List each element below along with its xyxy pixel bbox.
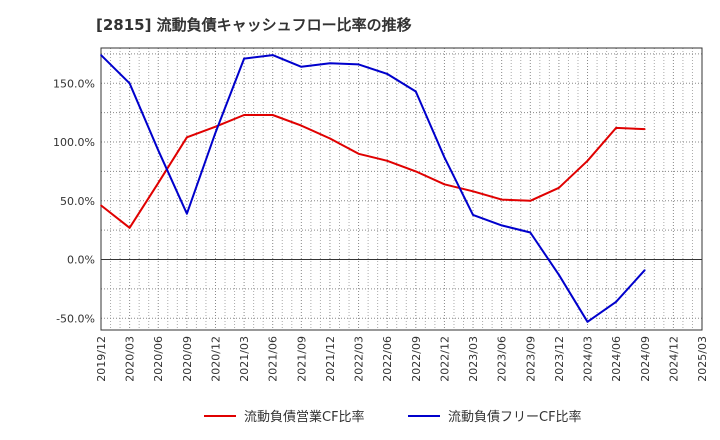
series-2-point [443,156,446,159]
series-1-point [529,199,532,202]
x-tick-label: 2025/03 [696,336,709,382]
x-tick-label: 2019/12 [95,336,108,382]
x-tick-label: 2022/09 [410,336,423,382]
x-tick-label: 2024/09 [639,336,652,382]
y-tick-label: 0.0% [67,254,95,267]
series-1-point [100,204,102,207]
x-tick-label: 2022/06 [381,336,394,382]
series-2-point [558,273,560,276]
series-2-point [615,301,617,303]
x-tick-label: 2023/09 [524,336,537,382]
x-tick-label: 2024/03 [582,336,595,382]
x-tick-label: 2023/03 [467,336,480,382]
series-1-point [271,114,274,116]
series-2-point [128,82,131,85]
series-2-point [500,224,503,227]
series-2-point [300,66,303,68]
x-tick-label: 2020/09 [181,336,194,382]
legend-label-2: 流動負債フリーCF比率 [448,409,582,425]
series-2-point [643,269,646,271]
series-2-point [529,231,532,234]
series-1-point [300,124,303,127]
series-1-point [443,183,446,186]
series-1-point [157,182,160,184]
series-1-point [615,127,617,129]
chart-title: [2815] 流動負債キャッシュフロー比率の推移 [96,16,412,34]
series-2-point [100,54,102,56]
series-1-point [500,198,503,201]
series-1-point [214,125,217,128]
series-2-point [271,54,274,56]
x-tick-label: 2020/03 [124,336,137,382]
x-tick-label: 2022/03 [353,336,366,382]
plot-area [101,48,702,330]
series-1-point [558,187,560,189]
x-tick-label: 2021/06 [267,336,280,382]
x-tick-label: 2024/06 [610,336,623,382]
y-tick-label: 50.0% [60,195,95,208]
series-2-point [243,57,245,60]
series-2-point [472,214,474,216]
series-2-point [586,320,589,323]
series-1-point [586,160,589,162]
y-tick-label: -50.0% [56,312,95,325]
series-1-point [472,190,474,193]
series-1-point [643,128,646,130]
series-2-point [357,63,360,66]
legend-label-1: 流動負債営業CF比率 [244,409,365,425]
series-1-point [415,170,417,173]
x-tick-label: 2020/12 [209,336,222,382]
x-tick-label: 2022/12 [438,336,451,382]
x-tick-label: 2024/12 [667,336,680,382]
plot-frame [100,47,703,331]
x-tick-label: 2023/06 [496,336,509,382]
x-tick-label: 2021/09 [295,336,308,382]
series-2-point [214,131,217,134]
y-tick-label: 100.0% [53,136,95,149]
series-1-point [386,160,388,162]
series-1-point [243,114,245,116]
y-tick-label: 150.0% [53,77,95,90]
series-2-point [415,90,417,93]
series-1-point [128,226,131,229]
x-tick-label: 2023/12 [553,336,566,382]
series-1-point [357,152,360,155]
series-2-point [386,73,388,75]
x-tick-label: 2020/06 [152,336,165,382]
series-2-point [329,62,331,65]
series-line-2 [100,54,646,323]
series-1-point [186,136,188,139]
x-tick-label: 2021/12 [324,336,337,382]
series-line-1 [100,114,645,229]
x-tick-label: 2021/03 [238,336,251,382]
series-2-point [157,149,160,152]
series-2-point [186,212,188,215]
series-1-point [329,137,331,140]
